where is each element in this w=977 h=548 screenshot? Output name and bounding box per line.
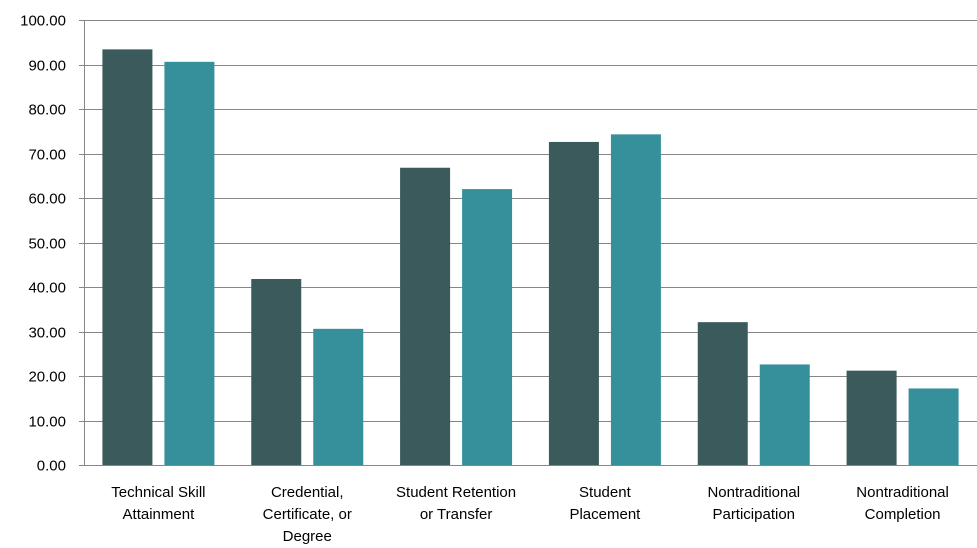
y-tick-label: 50.00: [28, 236, 66, 253]
y-tick-label: 10.00: [28, 414, 66, 431]
y-tick-label: 60.00: [28, 191, 66, 208]
x-category-label: or Transfer: [420, 506, 493, 523]
x-category-label: Completion: [865, 506, 941, 523]
bar-series2: [908, 388, 959, 465]
bar-series2: [164, 61, 215, 465]
bar-series2: [313, 328, 364, 465]
x-category-label: Participation: [712, 506, 795, 523]
y-tick-label: 40.00: [28, 280, 66, 297]
bar-series1: [846, 370, 897, 465]
y-tick-label: 20.00: [28, 369, 66, 386]
bar-series1: [548, 141, 599, 465]
y-tick-label: 70.00: [28, 147, 66, 164]
x-category-label: Student Retention: [396, 484, 516, 501]
x-category-label: Student: [579, 484, 632, 501]
y-tick-label: 100.00: [20, 13, 66, 30]
x-category-label: Technical Skill: [111, 484, 205, 501]
gridlines: [79, 20, 977, 466]
x-axis-category-labels: Technical Skill Attainment Credential, Cert…: [111, 484, 949, 545]
bars: [102, 49, 959, 466]
bar-series1: [697, 322, 748, 465]
y-tick-label: 80.00: [28, 102, 66, 119]
y-axis-tick-labels: 0.00 10.00 20.00 30.00 40.00 50.00 60.00 70.00 8…: [20, 13, 66, 475]
bar-series1: [102, 49, 153, 466]
x-category-label: Attainment: [123, 506, 196, 523]
x-category-label: Nontraditional: [707, 484, 800, 501]
x-category-label: Nontraditional: [856, 484, 949, 501]
y-tick-label: 0.00: [37, 458, 66, 475]
bar-series2: [462, 189, 513, 465]
x-category-label: Placement: [569, 506, 641, 523]
bar-series2: [759, 364, 810, 465]
x-category-label: Credential,: [271, 484, 344, 501]
bar-series1: [251, 278, 302, 465]
y-tick-label: 30.00: [28, 325, 66, 342]
x-category-label: Certificate, or: [263, 506, 352, 523]
bar-series2: [610, 134, 661, 466]
x-category-label: Degree: [283, 528, 332, 545]
y-tick-label: 90.00: [28, 58, 66, 75]
bar-series1: [400, 167, 451, 466]
